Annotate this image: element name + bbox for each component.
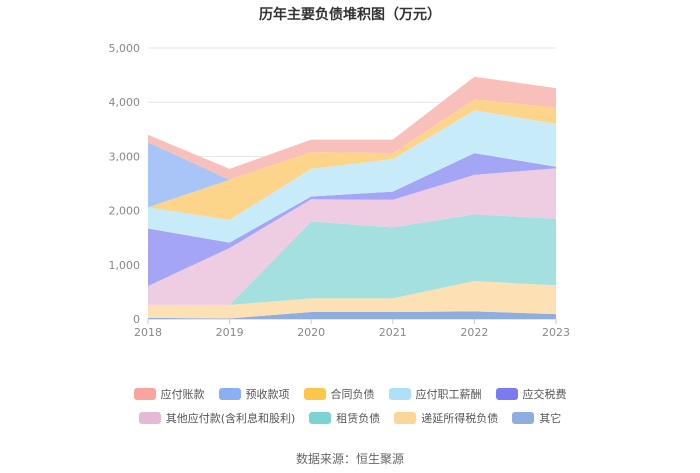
legend-label: 其它 bbox=[539, 412, 562, 425]
legend: 应付账款 预收款项 合同负债 应付职工薪酬 应交税费 其他应付款(含利息和股利) 租赁负债… bbox=[0, 386, 700, 434]
y-tick-label: 3,000 bbox=[109, 150, 141, 163]
chart-title: 历年主要负债堆积图（万元） bbox=[259, 7, 441, 23]
legend-item[interactable]: 应付职工薪酬 bbox=[388, 386, 482, 402]
y-tick-label: 4,000 bbox=[109, 96, 141, 109]
legend-label: 合同负债 bbox=[330, 388, 375, 401]
legend-item[interactable]: 递延所得税负债 bbox=[394, 410, 498, 426]
legend-item[interactable]: 其它 bbox=[512, 410, 561, 426]
legend-swatch bbox=[512, 412, 535, 424]
legend-label: 递延所得税负债 bbox=[421, 412, 499, 425]
legend-swatch bbox=[388, 388, 411, 400]
x-tick-label: 2022 bbox=[460, 326, 488, 339]
legend-swatch bbox=[138, 412, 161, 424]
source-note: 数据来源：恒生聚源 bbox=[295, 452, 404, 466]
legend-row: 其他应付款(含利息和股利) 租赁负债 递延所得税负债 其它 bbox=[0, 410, 700, 426]
legend-swatch bbox=[495, 388, 518, 400]
y-tick-label: 1,000 bbox=[109, 259, 141, 272]
area-series-其它 bbox=[148, 311, 556, 319]
x-tick-label: 2023 bbox=[542, 326, 570, 339]
legend-label: 应交税费 bbox=[522, 388, 567, 401]
area-series-应付账款 bbox=[148, 76, 556, 180]
x-tick-label: 2019 bbox=[216, 326, 244, 339]
legend-label: 应付账款 bbox=[160, 388, 205, 401]
x-tick-label: 2018 bbox=[134, 326, 162, 339]
y-tick-label: 2,000 bbox=[109, 205, 141, 218]
area-series-租赁负债 bbox=[148, 214, 556, 305]
area-series-其他应付款(含利息和股利) bbox=[148, 168, 556, 305]
legend-swatch bbox=[133, 388, 156, 400]
area-series-递延所得税负债 bbox=[148, 281, 556, 319]
legend-row: 应付账款 预收款项 合同负债 应付职工薪酬 应交税费 bbox=[0, 386, 700, 402]
legend-swatch bbox=[309, 412, 332, 424]
legend-label: 租赁负债 bbox=[336, 412, 381, 425]
area-series-应交税费 bbox=[148, 153, 556, 286]
legend-item[interactable]: 预收款项 bbox=[218, 386, 290, 402]
area-series bbox=[148, 76, 556, 319]
legend-item[interactable]: 其他应付款(含利息和股利) bbox=[138, 410, 296, 426]
legend-item[interactable]: 合同负债 bbox=[303, 386, 375, 402]
x-tick-label: 2020 bbox=[297, 326, 325, 339]
y-tick-label: 0 bbox=[133, 313, 140, 326]
stacked-area-chart: 0 1,000 2,000 3,000 4,000 5,000 2018 2019 2020 20… bbox=[109, 42, 571, 339]
legend-label: 其他应付款(含利息和股利) bbox=[165, 412, 296, 425]
legend-item[interactable]: 应交税费 bbox=[495, 386, 567, 402]
axes: 0 1,000 2,000 3,000 4,000 5,000 2018 2019 2020 20… bbox=[109, 42, 571, 339]
legend-swatch bbox=[218, 388, 241, 400]
legend-item[interactable]: 应付账款 bbox=[133, 386, 205, 402]
legend-swatch bbox=[303, 388, 326, 400]
legend-label: 应付职工薪酬 bbox=[415, 388, 482, 401]
legend-swatch bbox=[394, 412, 417, 424]
legend-label: 预收款项 bbox=[245, 388, 290, 401]
y-tick-label: 5,000 bbox=[109, 42, 141, 55]
area-series-合同负债 bbox=[148, 99, 556, 220]
area-series-应付职工薪酬 bbox=[148, 110, 556, 243]
x-tick-label: 2021 bbox=[379, 326, 407, 339]
legend-item[interactable]: 租赁负债 bbox=[309, 410, 380, 426]
